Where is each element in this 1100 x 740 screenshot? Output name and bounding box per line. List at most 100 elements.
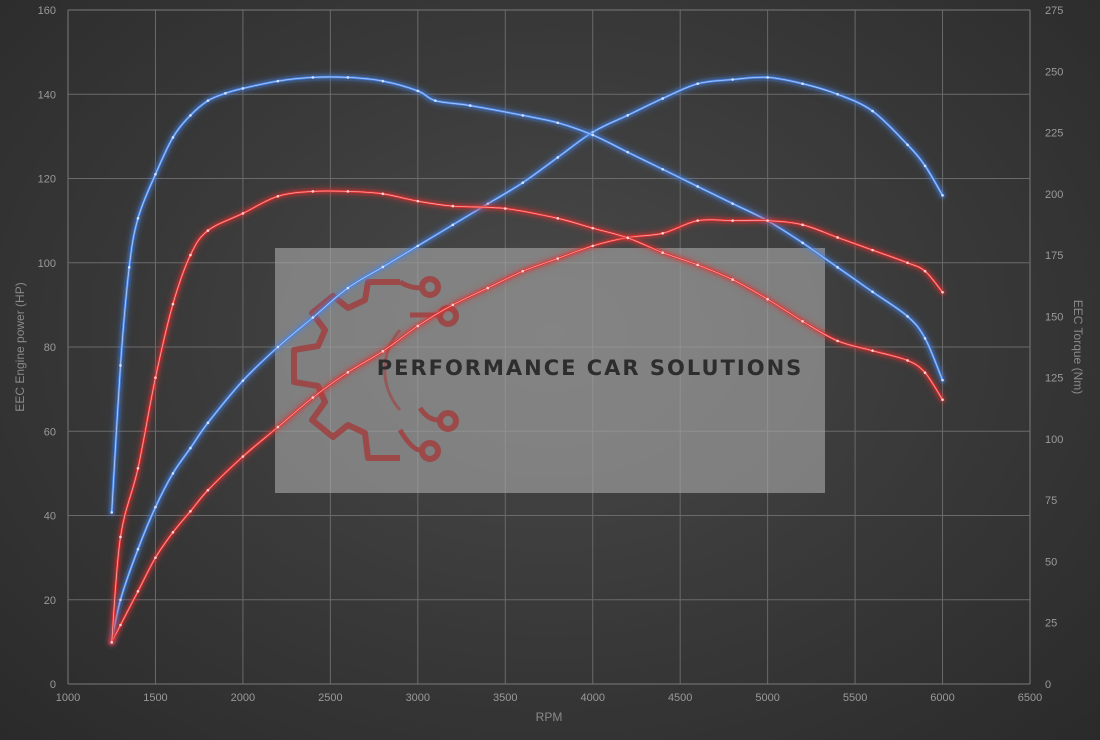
data-point <box>241 379 245 383</box>
data-point <box>801 223 804 227</box>
data-point <box>171 302 175 306</box>
axis-labels: 1000 1500 2000 2500 3000 3500 4000 4500 5000 5500… <box>13 5 1085 724</box>
data-point <box>154 505 157 509</box>
y-right-tick-label: 200 <box>1045 189 1063 201</box>
x-tick-label: 6500 <box>1018 692 1042 704</box>
data-point <box>941 290 944 294</box>
data-point <box>451 223 455 227</box>
data-point <box>136 217 140 220</box>
data-point <box>171 472 175 475</box>
data-point <box>521 114 525 117</box>
y-left-tick-label: 140 <box>38 89 56 101</box>
data-point <box>311 76 315 79</box>
data-point <box>923 337 927 340</box>
x-tick-label: 3500 <box>493 692 517 704</box>
data-point <box>189 114 192 117</box>
x-tick-label: 1500 <box>143 692 167 704</box>
y-right-tick-label: 50 <box>1045 556 1057 568</box>
data-point <box>923 269 927 273</box>
data-point <box>801 82 804 86</box>
x-tick-label: 6000 <box>930 692 954 704</box>
data-point <box>206 421 210 425</box>
y-left-tick-label: 0 <box>50 679 56 691</box>
data-point <box>241 455 245 458</box>
data-point <box>556 156 560 159</box>
data-point <box>381 79 385 83</box>
data-point <box>696 219 699 222</box>
data-point <box>224 92 227 95</box>
data-point <box>696 82 699 86</box>
data-point <box>119 598 122 602</box>
data-point <box>110 641 114 644</box>
data-point <box>486 286 490 290</box>
data-point <box>171 136 175 139</box>
y-left-axis-title: EEC Engine power (HP) <box>13 282 27 411</box>
data-point <box>154 172 157 176</box>
y-right-tick-label: 25 <box>1045 618 1057 630</box>
data-point <box>661 97 664 100</box>
data-point <box>923 164 927 168</box>
data-point <box>696 185 699 188</box>
data-point <box>346 370 350 374</box>
data-point <box>906 143 909 147</box>
data-point <box>206 229 210 232</box>
data-point <box>136 547 140 551</box>
watermark: PERFORMANCE CAR SOLUTIONS <box>275 248 825 493</box>
data-point <box>451 303 455 307</box>
y-right-tick-label: 150 <box>1045 311 1063 323</box>
data-point <box>154 556 157 559</box>
y-right-tick-label: 175 <box>1045 250 1063 262</box>
data-point <box>276 345 280 349</box>
data-point <box>416 244 420 248</box>
data-point <box>119 364 122 367</box>
data-point <box>556 121 560 125</box>
data-point <box>154 376 157 379</box>
data-point <box>276 194 280 198</box>
watermark-text: PERFORMANCE CAR SOLUTIONS <box>377 356 804 380</box>
data-point <box>127 266 131 269</box>
data-point <box>591 133 595 137</box>
data-point <box>661 168 664 171</box>
y-left-tick-label: 80 <box>44 342 56 354</box>
data-point <box>836 266 839 269</box>
data-point <box>906 261 909 265</box>
data-point <box>171 531 175 534</box>
x-tick-label: 2500 <box>318 692 342 704</box>
data-point <box>801 241 804 245</box>
data-point <box>941 398 944 401</box>
data-point <box>521 269 525 273</box>
data-point <box>110 511 114 514</box>
data-point <box>836 92 839 96</box>
series-0-blue-left <box>108 73 946 646</box>
data-point <box>941 194 944 197</box>
data-point <box>119 535 122 539</box>
x-tick-label: 5000 <box>755 692 779 704</box>
data-point <box>906 315 909 318</box>
data-point <box>416 89 420 93</box>
data-point <box>661 231 664 235</box>
x-tick-label: 2000 <box>231 692 255 704</box>
data-point <box>416 324 420 328</box>
data-point <box>941 378 944 382</box>
x-tick-label: 4500 <box>668 692 692 704</box>
y-right-tick-label: 0 <box>1045 679 1051 691</box>
data-point <box>241 212 245 215</box>
data-point <box>923 371 927 375</box>
data-point <box>556 257 560 260</box>
data-point <box>311 396 315 399</box>
y-right-tick-label: 125 <box>1045 373 1063 385</box>
y-right-tick-label: 100 <box>1045 434 1063 446</box>
data-point <box>661 251 664 254</box>
series-1-blue-right <box>108 73 946 516</box>
data-point <box>416 199 420 203</box>
data-point <box>766 219 769 222</box>
data-point <box>626 150 630 154</box>
data-point <box>696 263 699 267</box>
data-point <box>136 590 140 593</box>
data-point <box>871 290 874 294</box>
data-point <box>189 446 192 450</box>
data-point <box>503 207 507 210</box>
data-point <box>311 316 315 319</box>
